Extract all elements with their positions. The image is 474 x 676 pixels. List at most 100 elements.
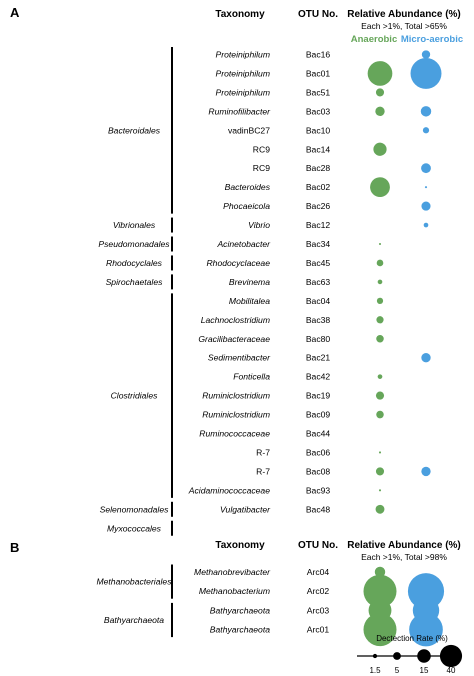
panel-b-legend-tick: 15 [420, 666, 429, 675]
panel-a-otu-label: Bac93 [306, 485, 331, 495]
panel-a-group-label: Pseudomonadales [98, 239, 170, 249]
panel-a-bubble-anaerobic [373, 142, 387, 156]
panel-a-condition-anaerobic: Anaerobic [351, 34, 397, 45]
panel-a-bubble-microaerobic [421, 163, 431, 174]
panel-a-taxon-label: Ruminiclostridium [202, 391, 270, 401]
panel-a-bubble-anaerobic [376, 334, 384, 343]
panel-a-taxon-label: RC9 [253, 144, 270, 154]
panel-a-taxon-label: R-7 [256, 447, 270, 457]
panel-a-header-abundance: Relative Abundance (%) [347, 9, 461, 20]
panel-b-header-otu: OTU No. [298, 540, 338, 551]
panel-b-legend-tick: 5 [395, 666, 400, 675]
panel-b-taxon-label: Methanobrevibacter [194, 567, 271, 577]
panel-a-bubble-microaerobic [421, 201, 431, 211]
panel-a-taxon-label: Phocaeicola [223, 201, 270, 211]
panel-b-bubble-anaerobic [363, 613, 397, 647]
panel-a-bubble-anaerobic [375, 391, 385, 400]
panel-a-otu-label: Bac42 [306, 372, 331, 382]
panel-b-otu-label: Arc01 [307, 625, 330, 635]
panel-b-bubble-anaerobic [363, 574, 397, 608]
panel-b-otu-label: Arc03 [307, 605, 330, 615]
panel-b-header-subtitle: Each >1%, Total >98% [361, 552, 447, 562]
panel-a-otu-label: Bac06 [306, 447, 331, 457]
panel-a-otu-label: Bac04 [306, 296, 331, 306]
panel-a-condition-micro-aerobic: Micro-aerobic [401, 34, 463, 45]
panel-a-bubble-microaerobic [421, 466, 431, 477]
panel-b-taxon-label: Bathyarchaeota [210, 605, 270, 615]
panel-a-taxon-label: Proteiniphilum [216, 87, 270, 97]
panel-a-group-label: Selenomonadales [100, 504, 170, 514]
panel-a-bubble-anaerobic [378, 489, 382, 492]
panel-a-taxon-label: Vulgatibacter [220, 504, 271, 514]
panel-a-taxon-label: Ruminiclostridium [202, 410, 270, 420]
panel-b-taxon-label: Bathyarchaeota [210, 625, 270, 635]
panel-b-legend-tick: 1.5 [369, 666, 381, 675]
panel-a-taxon-label: Lachnoclostridium [201, 315, 270, 325]
panel-a-group-label: Spirochaetales [106, 277, 164, 287]
panel-a-group-label: Clostridiales [111, 391, 159, 401]
panel-a-letter: A [10, 5, 20, 20]
panel-a-bubble-microaerobic [424, 186, 428, 189]
panel-a-taxon-label: Sedimentibacter [208, 353, 271, 363]
panel-b-letter: B [10, 540, 19, 555]
panel-a-group-label: Bacteroidales [108, 125, 161, 135]
panel-a-otu-label: Bac03 [306, 106, 331, 116]
panel-a-otu-label: Bac44 [306, 429, 331, 439]
panel-a-otu-label: Bac08 [306, 466, 331, 476]
panel-a-otu-label: Bac45 [306, 258, 331, 268]
panel-b-header-abundance: Relative Abundance (%) [347, 540, 461, 551]
panel-a-group-label: Vibrionales [113, 220, 156, 230]
panel-a-otu-label: Bac09 [306, 410, 331, 420]
panel-a-header-taxonomy: Taxonomy [215, 9, 265, 20]
panel-a-bubble-anaerobic [375, 106, 385, 117]
panel-b-group-label: Bathyarchaeota [104, 615, 164, 625]
panel-a-otu-label: Bac26 [306, 201, 331, 211]
panel-a-bubble-anaerobic [367, 61, 393, 86]
panel-a-taxon-label: Brevinema [229, 277, 270, 287]
panel-a-taxon-label: Fonticella [233, 372, 270, 382]
panel-b-legend-title: Dectection Rate (%) [376, 634, 448, 643]
panel-a-bubble-anaerobic [376, 259, 384, 267]
panel-b-bubble-microaerobic [409, 612, 443, 647]
panel-b-taxon-label: Methanobacterium [199, 586, 270, 596]
panel-a-otu-label: Bac28 [306, 163, 331, 173]
panel-a-bubble-anaerobic [375, 88, 385, 97]
panel-a-otu-label: Bac51 [306, 87, 331, 97]
panel-a-taxon-label: Ruminococcaceae [199, 429, 270, 439]
panel-a-taxon-label: Gracilibacteraceae [198, 334, 270, 344]
panel-a-taxon-label: Vibrio [248, 220, 270, 230]
panel-a-taxon-label: Ruminofilibacter [208, 106, 271, 116]
panel-a-otu-label: Bac48 [306, 504, 331, 514]
panel-a-otu-label: Bac34 [306, 239, 331, 249]
panel-a-taxon-label: RC9 [253, 163, 270, 173]
panel-a-bubble-microaerobic [422, 127, 430, 134]
panel-a-bubble-anaerobic [376, 316, 384, 324]
panel-a-bubble-anaerobic [375, 467, 385, 476]
panel-a-bubble-microaerobic [421, 50, 431, 59]
panel-a-bubble-microaerobic [421, 353, 431, 363]
panel-a-bubble-anaerobic [376, 410, 384, 419]
panel-a-taxon-label: Mobilitalea [229, 296, 270, 306]
panel-a-header-subtitle: Each >1%, Total >65% [361, 21, 447, 31]
panel-b-legend-dot [372, 653, 378, 659]
panel-a-bubble-anaerobic [376, 297, 384, 304]
panel-a-taxon-label: Acinetobacter [216, 239, 271, 249]
panel-a-taxon-label: Bacteroides [225, 182, 271, 192]
panel-a-otu-label: Bac38 [306, 315, 331, 325]
panel-a-taxon-label: R-7 [256, 466, 270, 476]
panel-a-group-label: Rhodocyclales [106, 258, 163, 268]
panel-b-bubble-anaerobic [374, 566, 386, 578]
panel-a-otu-label: Bac02 [306, 182, 331, 192]
panel-a-bubble-microaerobic [420, 106, 432, 117]
panel-a-bubble-anaerobic [377, 374, 383, 379]
panel-b-header-taxonomy: Taxonomy [215, 540, 265, 551]
panel-a-bubble-anaerobic [370, 177, 390, 198]
panel-a-otu-label: Bac12 [306, 220, 331, 230]
panel-b-legend-dot [393, 652, 401, 660]
panel-a-otu-label: Bac10 [306, 125, 331, 135]
panel-a-bubble-anaerobic [377, 279, 383, 285]
panel-a-taxon-label: Acidaminococcaceae [188, 485, 270, 495]
panel-b-legend-tick: 40 [447, 666, 456, 675]
panel-a-otu-label: Bac16 [306, 50, 331, 60]
